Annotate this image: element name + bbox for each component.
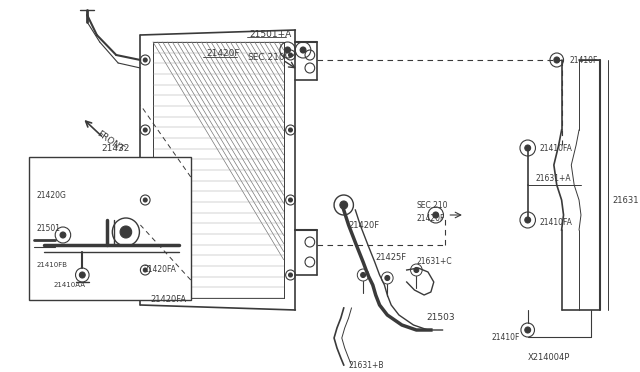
Circle shape [300,47,306,53]
Text: 21631+B: 21631+B [349,360,384,369]
Circle shape [61,234,64,236]
Circle shape [361,273,365,278]
Text: 21410FB: 21410FB [36,262,68,268]
Circle shape [415,269,417,271]
Circle shape [386,277,388,279]
Text: SEC.210: SEC.210 [247,52,285,61]
Text: 21425F: 21425F [376,253,407,263]
Text: 21420G: 21420G [36,190,67,199]
Circle shape [285,47,291,53]
Circle shape [145,59,146,61]
Text: 21420F: 21420F [206,48,240,58]
Text: SEC.210: SEC.210 [417,201,448,209]
Circle shape [289,273,292,277]
Circle shape [124,229,129,235]
Circle shape [143,268,147,272]
Text: 21631: 21631 [612,196,639,205]
Circle shape [556,59,558,61]
Text: 21420F: 21420F [417,214,445,222]
Circle shape [554,57,559,63]
Text: 21631+A: 21631+A [536,173,571,183]
Text: 21420FA: 21420FA [150,295,186,305]
Circle shape [525,145,531,151]
Text: X214004P: X214004P [528,353,570,362]
Circle shape [340,201,348,209]
Circle shape [342,203,346,207]
Text: 21420FA: 21420FA [143,266,176,275]
Text: 21501+A: 21501+A [250,29,292,38]
Circle shape [525,327,531,333]
Circle shape [60,232,66,238]
Circle shape [145,129,146,131]
Circle shape [143,198,147,202]
Circle shape [435,214,437,217]
Circle shape [289,128,292,132]
Circle shape [289,53,292,57]
Circle shape [79,272,85,278]
Circle shape [290,129,291,131]
Text: 21410FA: 21410FA [540,144,572,153]
Circle shape [302,49,305,51]
Circle shape [289,198,292,202]
Bar [29,157,191,300]
Circle shape [433,212,438,218]
Text: 21410FA: 21410FA [540,218,572,227]
Circle shape [145,269,146,271]
Circle shape [143,58,147,62]
Circle shape [385,276,390,280]
Circle shape [527,219,529,221]
Circle shape [362,274,364,276]
Circle shape [120,226,132,238]
Text: 21432: 21432 [102,144,130,153]
Circle shape [527,328,529,331]
Circle shape [525,217,531,223]
Circle shape [143,128,147,132]
Text: 21410F: 21410F [570,55,598,64]
Circle shape [527,147,529,149]
Text: 21410F: 21410F [492,333,520,341]
Circle shape [290,274,291,276]
Circle shape [290,199,291,201]
Text: FRONT: FRONT [95,129,125,154]
Text: 21503: 21503 [426,314,454,323]
Circle shape [145,199,146,201]
Circle shape [414,267,419,273]
Circle shape [290,54,291,56]
Text: 21501: 21501 [36,224,61,232]
Circle shape [81,274,84,276]
Circle shape [286,49,289,51]
Text: 21420F: 21420F [349,221,380,230]
Text: 21410AA: 21410AA [53,282,85,288]
Text: 21631+C: 21631+C [417,257,452,266]
